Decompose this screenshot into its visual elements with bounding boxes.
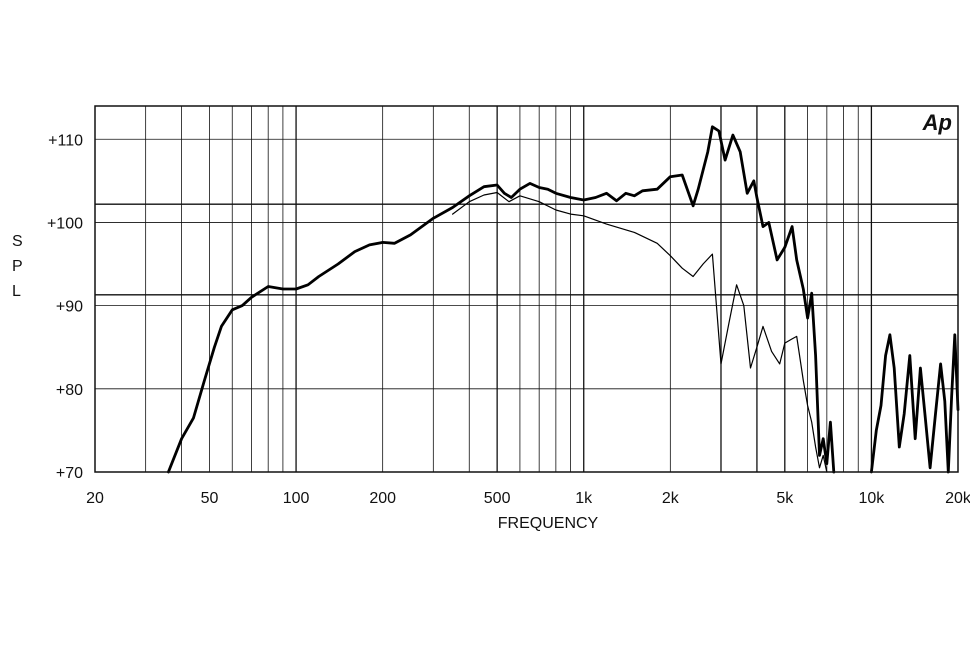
y-tick-label: +110 (48, 132, 83, 149)
y-axis-label-char: S (12, 233, 23, 250)
x-tick-label: 500 (484, 490, 511, 507)
x-tick-labels: 20 50 100 200 500 1k 2k 5k 10k 20k (86, 490, 970, 507)
reference-lines (95, 203, 958, 296)
y-tick-label: +80 (56, 382, 83, 399)
x-tick-label: 5k (776, 490, 794, 507)
series-line-1 (167, 125, 836, 474)
x-axis-label: FREQUENCY (498, 515, 599, 532)
x-tick-label: 20k (945, 490, 970, 507)
x-tick-label: 1k (575, 490, 593, 507)
plot-frame (94, 105, 959, 473)
series-line-3 (452, 191, 828, 473)
y-tick-label: +70 (56, 465, 83, 482)
series-line-2 (870, 333, 960, 474)
y-tick-labels: +70 +80 +90 +100 +110 (47, 132, 83, 482)
y-tick-label: +100 (47, 215, 83, 232)
plot-background (95, 106, 958, 472)
x-tick-label: 200 (369, 490, 396, 507)
series-group (167, 125, 960, 474)
x-tick-label: 20 (86, 490, 104, 507)
y-tick-label: +90 (56, 299, 83, 316)
y-axis-label-char: L (12, 283, 21, 300)
y-axis-label-char: P (12, 258, 23, 275)
x-tick-label: 2k (662, 490, 680, 507)
x-tick-label: 100 (283, 490, 310, 507)
x-tick-label: 10k (859, 490, 886, 507)
x-tick-label: 50 (201, 490, 219, 507)
ap-logo: Ap (922, 110, 952, 135)
grid (95, 106, 958, 472)
